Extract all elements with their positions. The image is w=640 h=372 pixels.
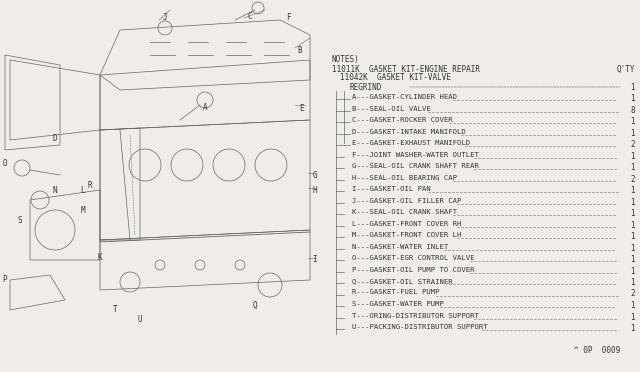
Text: Q'TY: Q'TY [616,65,635,74]
Text: 1: 1 [630,312,635,321]
Text: L: L [81,186,85,195]
Text: P---GASKET-OIL PUMP TO COVER: P---GASKET-OIL PUMP TO COVER [352,266,474,273]
Text: 1: 1 [630,128,635,138]
Text: T---ORING-DISTRIBUTOR SUPPORT: T---ORING-DISTRIBUTOR SUPPORT [352,312,479,318]
Text: 1: 1 [630,117,635,126]
Text: F: F [285,13,291,22]
Text: H---SEAL-OIL BEARING CAP: H---SEAL-OIL BEARING CAP [352,174,457,180]
Text: P: P [3,276,7,285]
Text: 1: 1 [630,232,635,241]
Text: 1: 1 [630,151,635,160]
Text: 2: 2 [630,289,635,298]
Text: D: D [52,134,58,142]
Text: O: O [3,158,7,167]
Text: Q---GASKET-OIL STRAINER: Q---GASKET-OIL STRAINER [352,278,452,284]
Text: 1: 1 [630,324,635,333]
Text: R---GASKET-FUEL PUMP: R---GASKET-FUEL PUMP [352,289,440,295]
Text: 8: 8 [630,106,635,115]
Text: G: G [313,170,317,180]
Text: G---SEAL-OIL CRANK SHAFT REAR: G---SEAL-OIL CRANK SHAFT REAR [352,163,479,169]
Text: J: J [163,13,167,22]
Text: A---GASKET-CYLINDER HEAD: A---GASKET-CYLINDER HEAD [352,94,457,100]
Text: S: S [18,215,22,224]
Text: F---JOINT WASHER-WATER OUTLET: F---JOINT WASHER-WATER OUTLET [352,151,479,157]
Text: N: N [52,186,58,195]
Text: 1: 1 [630,94,635,103]
Text: 1: 1 [630,266,635,276]
Text: Q: Q [253,301,257,310]
Text: C---GASKET-ROCKER COVER: C---GASKET-ROCKER COVER [352,117,452,123]
Text: M: M [81,205,85,215]
Text: I---GASKET-OIL PAN: I---GASKET-OIL PAN [352,186,431,192]
Text: 1: 1 [630,209,635,218]
Text: E---GASKET-EXHAUST MANIFOLD: E---GASKET-EXHAUST MANIFOLD [352,140,470,146]
Text: 1: 1 [630,221,635,230]
Text: K---SEAL-OIL CRANK SHAFT: K---SEAL-OIL CRANK SHAFT [352,209,457,215]
Text: B: B [298,45,302,55]
Text: L---GASKET-FRONT COVER RH: L---GASKET-FRONT COVER RH [352,221,461,227]
Text: H: H [313,186,317,195]
Text: 2: 2 [630,140,635,149]
Text: J---GASKET-OIL FILLER CAP: J---GASKET-OIL FILLER CAP [352,198,461,203]
Text: ^ 0P  0009: ^ 0P 0009 [573,346,620,355]
Text: 1: 1 [630,244,635,253]
Text: S---GASKET-WATER PUMP: S---GASKET-WATER PUMP [352,301,444,307]
Text: 1: 1 [630,255,635,264]
Text: R: R [88,180,92,189]
Text: 1: 1 [630,198,635,206]
Text: K: K [98,253,102,263]
Text: 1: 1 [630,301,635,310]
Text: 2: 2 [630,174,635,183]
Text: M---GASKET-FRONT COVER LH: M---GASKET-FRONT COVER LH [352,232,461,238]
Text: B---SEAL-OIL VALVE: B---SEAL-OIL VALVE [352,106,431,112]
Text: 1: 1 [630,83,635,92]
Text: U---PACKING-DISTRIBUTOR SUPPORT: U---PACKING-DISTRIBUTOR SUPPORT [352,324,488,330]
Text: T: T [113,305,117,314]
Text: 1: 1 [630,186,635,195]
Text: O---GASKET-EGR CONTROL VALVE: O---GASKET-EGR CONTROL VALVE [352,255,474,261]
Text: C: C [248,12,252,20]
Text: U: U [138,315,142,324]
Text: A: A [203,103,207,112]
Text: I: I [313,256,317,264]
Text: REGRIND: REGRIND [350,83,382,92]
Text: N---GASKET-WATER INLET: N---GASKET-WATER INLET [352,244,448,250]
Text: 11042K  GASKET KIT-VALVE: 11042K GASKET KIT-VALVE [340,73,451,82]
Text: 11011K  GASKET KIT-ENGINE REPAIR: 11011K GASKET KIT-ENGINE REPAIR [332,65,480,74]
Text: 1: 1 [630,278,635,287]
Text: D---GASKET-INTAKE MANIFOLD: D---GASKET-INTAKE MANIFOLD [352,128,466,135]
Text: E: E [300,103,304,112]
Text: NOTES): NOTES) [332,55,360,64]
Text: 1: 1 [630,163,635,172]
